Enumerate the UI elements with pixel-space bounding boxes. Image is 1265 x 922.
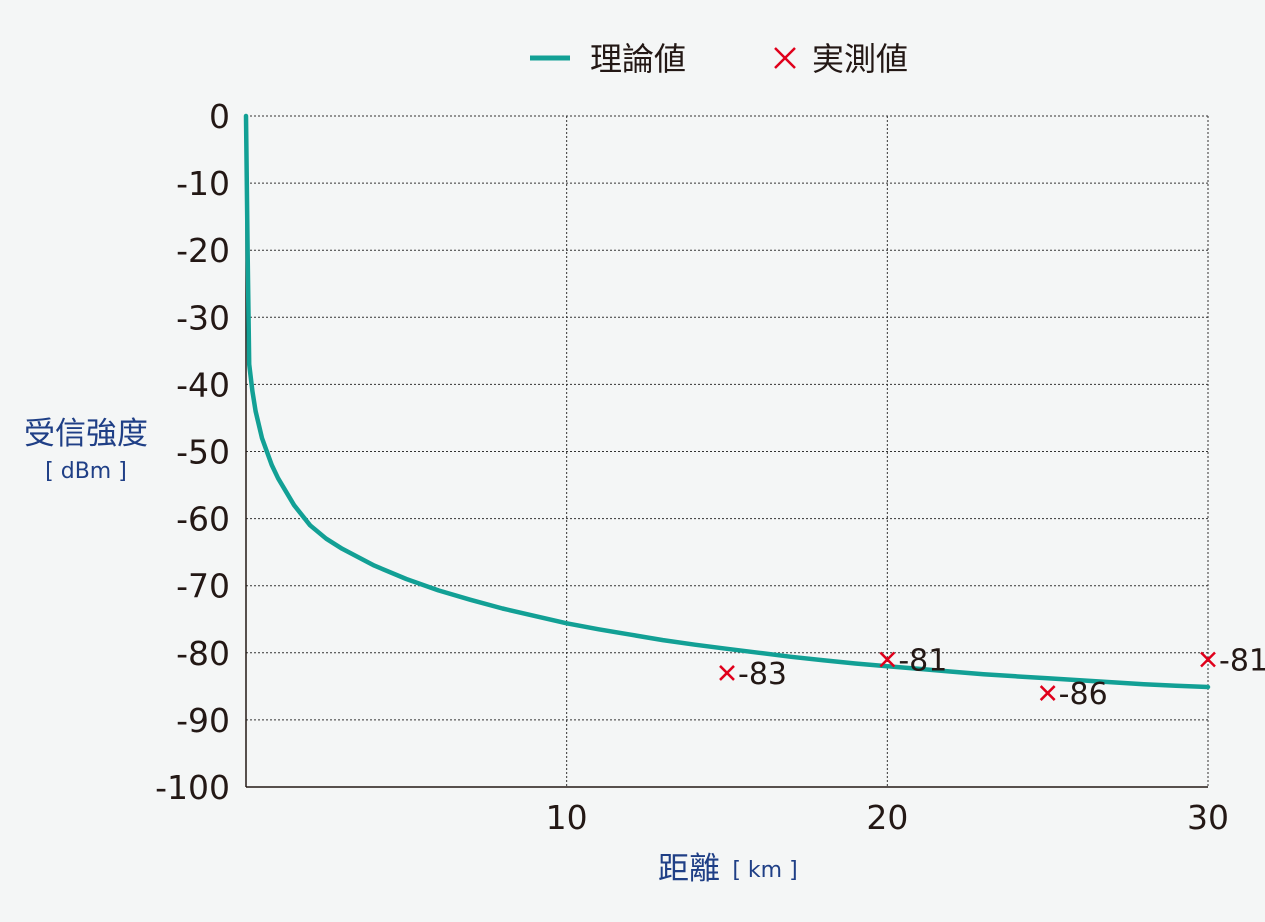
y-tick-label: -60 <box>176 500 230 539</box>
measured-data-label: -81 <box>1219 644 1265 679</box>
y-tick-label: -10 <box>176 164 230 203</box>
measured-point <box>879 651 896 668</box>
y-tick-label: 0 <box>209 97 230 136</box>
measured-data-label: -86 <box>1059 677 1108 712</box>
legend-label: 実測値 <box>812 40 908 78</box>
x-tick-label: 20 <box>866 798 908 837</box>
measured-point <box>1200 651 1216 668</box>
measured-point-cross <box>719 665 735 681</box>
measured-point <box>719 665 735 681</box>
y-tick-label: -70 <box>176 567 230 606</box>
measured-point-cross <box>879 651 896 668</box>
y-tick-label: -80 <box>176 634 230 673</box>
y-tick-label: -50 <box>176 433 230 472</box>
grid <box>246 115 1209 787</box>
legend-cross-swatch <box>774 47 796 69</box>
legend: 理論値 実測値 <box>530 40 908 78</box>
measured-point-cross <box>1200 651 1216 668</box>
x-tick-label: 10 <box>546 798 588 837</box>
x-axis-label: 距離 <box>658 851 720 887</box>
measured-data-label: -81 <box>898 644 947 679</box>
measured-point <box>1039 685 1056 701</box>
x-axis-unit: [ km ] <box>732 858 797 883</box>
measured-point-cross <box>1039 685 1056 701</box>
y-tick-label: -20 <box>176 231 230 270</box>
tick-labels: 0 -10 -20 -30 -40 -50 -60 -70 -80 -90 -100 10 20 30 <box>155 97 1229 837</box>
plot-area: -83 -81 -86 -81 <box>243 113 1265 712</box>
y-tick-label: -30 <box>176 298 230 337</box>
y-axis-label: 受信強度 <box>24 416 148 452</box>
legend-label: 理論値 <box>590 40 686 78</box>
x-tick-label: 30 <box>1187 798 1229 837</box>
measured-data-label: -83 <box>738 657 787 692</box>
y-axis-unit: [ dBm ] <box>45 459 127 484</box>
legend-cross-stroke <box>774 47 796 69</box>
y-tick-label: -100 <box>155 768 230 807</box>
y-tick-label: -40 <box>176 365 230 404</box>
theoretical-curve <box>243 113 1211 690</box>
y-tick-label: -90 <box>176 701 230 740</box>
